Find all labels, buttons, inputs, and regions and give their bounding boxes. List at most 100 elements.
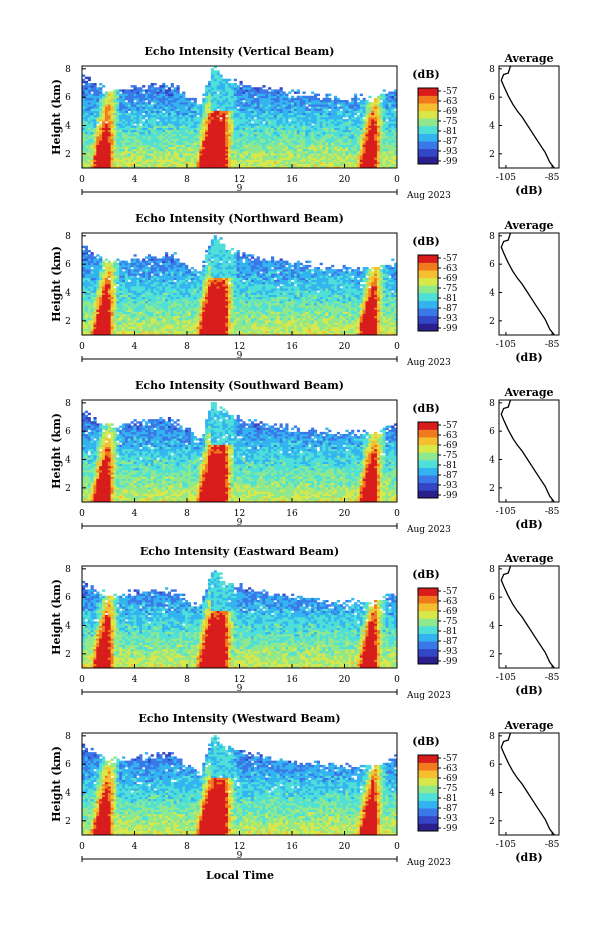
heatmap-cell [90,309,94,312]
heatmap-cell [394,123,398,126]
heatmap-cell [202,140,206,143]
heatmap-cell [391,157,395,160]
heatmap-cell [84,305,89,308]
heatmap-cell [374,117,378,120]
heatmap-cell [130,269,134,272]
heatmap-cell [145,267,149,270]
colorbar-swatch [418,156,438,165]
heatmap-cell [225,102,229,105]
heatmap-cell [139,165,143,169]
heatmap-cell [147,290,152,293]
heatmap-cell [84,131,89,135]
heatmap-cell [210,155,215,158]
heatmap-cell [354,129,358,133]
heatmap-cell [371,125,375,128]
heatmap-cell [107,307,111,310]
heatmap-cell [199,148,203,152]
heatmap-cell [233,140,237,143]
heatmap-cell [256,138,260,141]
heatmap-cell [302,159,306,162]
heatmap-cell [388,146,392,150]
heatmap-cell [271,146,275,150]
heatmap-cell [124,140,129,143]
heatmap-cell [291,97,295,101]
heatmap-cell [159,104,163,107]
heatmap-cell [110,161,114,165]
heatmap-cell [256,165,260,169]
heatmap-cell [385,146,389,150]
heatmap-cell [359,117,363,120]
heatmap-cell [308,151,312,154]
heatmap-cell [87,148,91,152]
heatmap-cell [385,153,389,156]
heatmap-cell [147,301,152,304]
heatmap-cell [153,294,157,298]
heatmap-cell [205,106,209,109]
heatmap-cell [102,97,106,101]
heatmap-cell [345,159,349,162]
heatmap-cell [259,140,263,143]
heatmap-cell [130,305,134,308]
heatmap-cell [225,89,229,92]
heatmap-cell [133,138,137,141]
heatmap-cell [288,153,292,156]
heatmap-cell [382,157,386,160]
heatmap-cell [173,100,177,103]
heatmap-cell [84,288,89,291]
heatmap-cell [362,140,366,143]
profile-title: Average [503,52,553,65]
heatmap-cell [82,273,86,276]
heatmap-cell [190,144,194,148]
heatmap-cell [150,131,154,135]
heatmap-cell [179,102,183,105]
heatmap-cell [145,93,149,97]
heatmap-cell [179,153,183,156]
heatmap-cell [291,121,295,124]
heatmap-cell [116,102,120,105]
heatmap-cell [119,112,123,116]
heatmap-cell [104,131,109,135]
heatmap-cell [219,129,223,133]
heatmap-cell [147,89,152,92]
heatmap-cell [342,146,346,150]
heatmap-cell [127,100,131,103]
heatmap-cell [127,125,131,128]
heatmap-cell [299,146,303,150]
heatmap-cell [308,123,312,126]
heatmap-cell [87,91,91,94]
heatmap-cell [259,121,263,124]
heatmap-cell [308,114,312,118]
heatmap-cell [222,83,226,86]
heatmap-cell [313,136,318,139]
heatmap-cell [245,89,249,92]
heatmap-cell [216,89,220,92]
heatmap-cell [376,161,381,165]
profile-x-label: (dB) [515,184,542,197]
heatmap-cell [376,114,381,118]
heatmap-cell [354,102,358,105]
heatmap-cell [122,108,126,111]
heatmap-cell [159,110,163,114]
heatmap-cell [250,140,255,143]
heatmap-cell [273,95,278,99]
heatmap-cell [119,125,123,128]
heatmap-cell [122,264,126,268]
heatmap-cell [102,330,106,334]
heatmap-cell [313,161,318,165]
heatmap-cell [273,102,278,105]
heatmap-cell [305,95,309,99]
heatmap-cell [208,104,212,107]
heatmap-cell [356,108,361,111]
heatmap-cell [213,110,217,114]
heatmap-cell [233,108,237,111]
heatmap-cell [104,157,109,160]
heatmap-cell [273,125,278,128]
heatmap-cell [179,155,183,158]
heatmap-cell [162,97,166,101]
heatmap-cell [127,298,131,302]
heatmap-cell [136,260,140,264]
heatmap-cell [339,146,343,150]
heatmap-cell [147,330,152,334]
heatmap-cell [273,123,278,126]
heatmap-cell [328,114,332,118]
